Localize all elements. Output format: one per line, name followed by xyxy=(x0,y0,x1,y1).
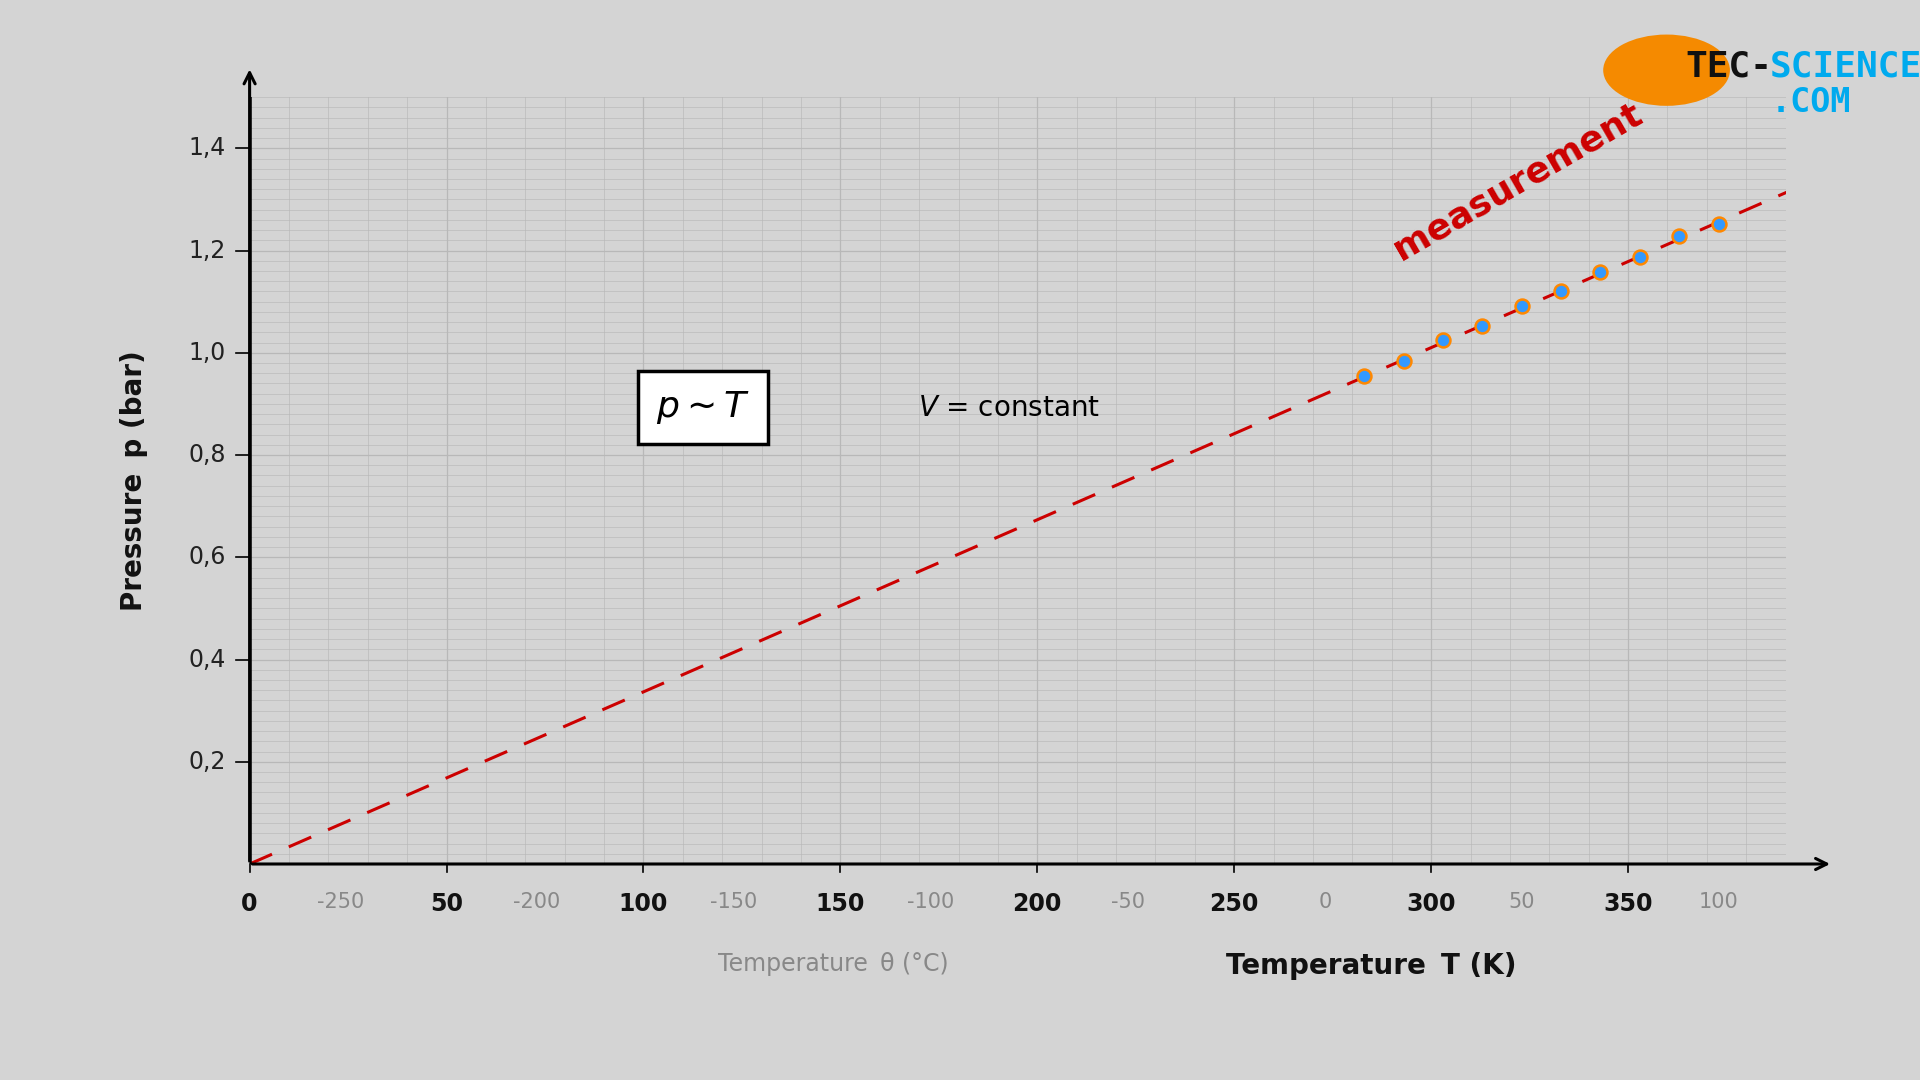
Text: Pressure  p (bar): Pressure p (bar) xyxy=(121,350,148,611)
Text: Temperature  T (K): Temperature T (K) xyxy=(1225,953,1517,981)
Text: 0,4: 0,4 xyxy=(188,648,227,672)
Text: SCIENCE: SCIENCE xyxy=(1770,50,1920,84)
Text: -200: -200 xyxy=(513,892,561,913)
Text: 350: 350 xyxy=(1603,892,1653,916)
Text: -250: -250 xyxy=(317,892,363,913)
Text: .COM: .COM xyxy=(1770,86,1851,119)
Text: measurement: measurement xyxy=(1388,96,1647,267)
Text: $\mathit{p} \sim \mathit{T}$: $\mathit{p} \sim \mathit{T}$ xyxy=(657,389,749,427)
Text: 1,0: 1,0 xyxy=(188,341,227,365)
Point xyxy=(1388,352,1419,369)
Text: 100: 100 xyxy=(618,892,668,916)
Text: 0: 0 xyxy=(1319,892,1331,913)
Text: 1,2: 1,2 xyxy=(188,239,227,262)
Text: 0: 0 xyxy=(242,892,257,916)
Text: -150: -150 xyxy=(710,892,758,913)
Point xyxy=(1703,215,1734,232)
Text: 200: 200 xyxy=(1012,892,1062,916)
Text: 300: 300 xyxy=(1405,892,1455,916)
Point xyxy=(1428,332,1459,349)
Text: -50: -50 xyxy=(1112,892,1144,913)
Point xyxy=(1624,248,1655,266)
Text: -100: -100 xyxy=(908,892,954,913)
Point xyxy=(1507,297,1538,314)
Point xyxy=(1546,283,1576,300)
Text: 100: 100 xyxy=(1699,892,1738,913)
Text: TEC-: TEC- xyxy=(1686,50,1772,84)
Text: 0,6: 0,6 xyxy=(188,545,227,569)
Text: $\mathit{V}$ = constant: $\mathit{V}$ = constant xyxy=(918,394,1100,422)
Text: 250: 250 xyxy=(1210,892,1260,916)
Text: 0,2: 0,2 xyxy=(188,750,227,773)
Text: 50: 50 xyxy=(1509,892,1534,913)
Text: Temperature  θ (°C): Temperature θ (°C) xyxy=(718,953,948,976)
Point xyxy=(1350,367,1380,384)
Point xyxy=(1665,228,1695,245)
Text: 50: 50 xyxy=(430,892,463,916)
Point xyxy=(1586,264,1617,281)
Text: 150: 150 xyxy=(816,892,866,916)
Text: 0,8: 0,8 xyxy=(188,443,227,467)
Point xyxy=(1467,318,1498,335)
Text: 1,4: 1,4 xyxy=(188,136,227,160)
